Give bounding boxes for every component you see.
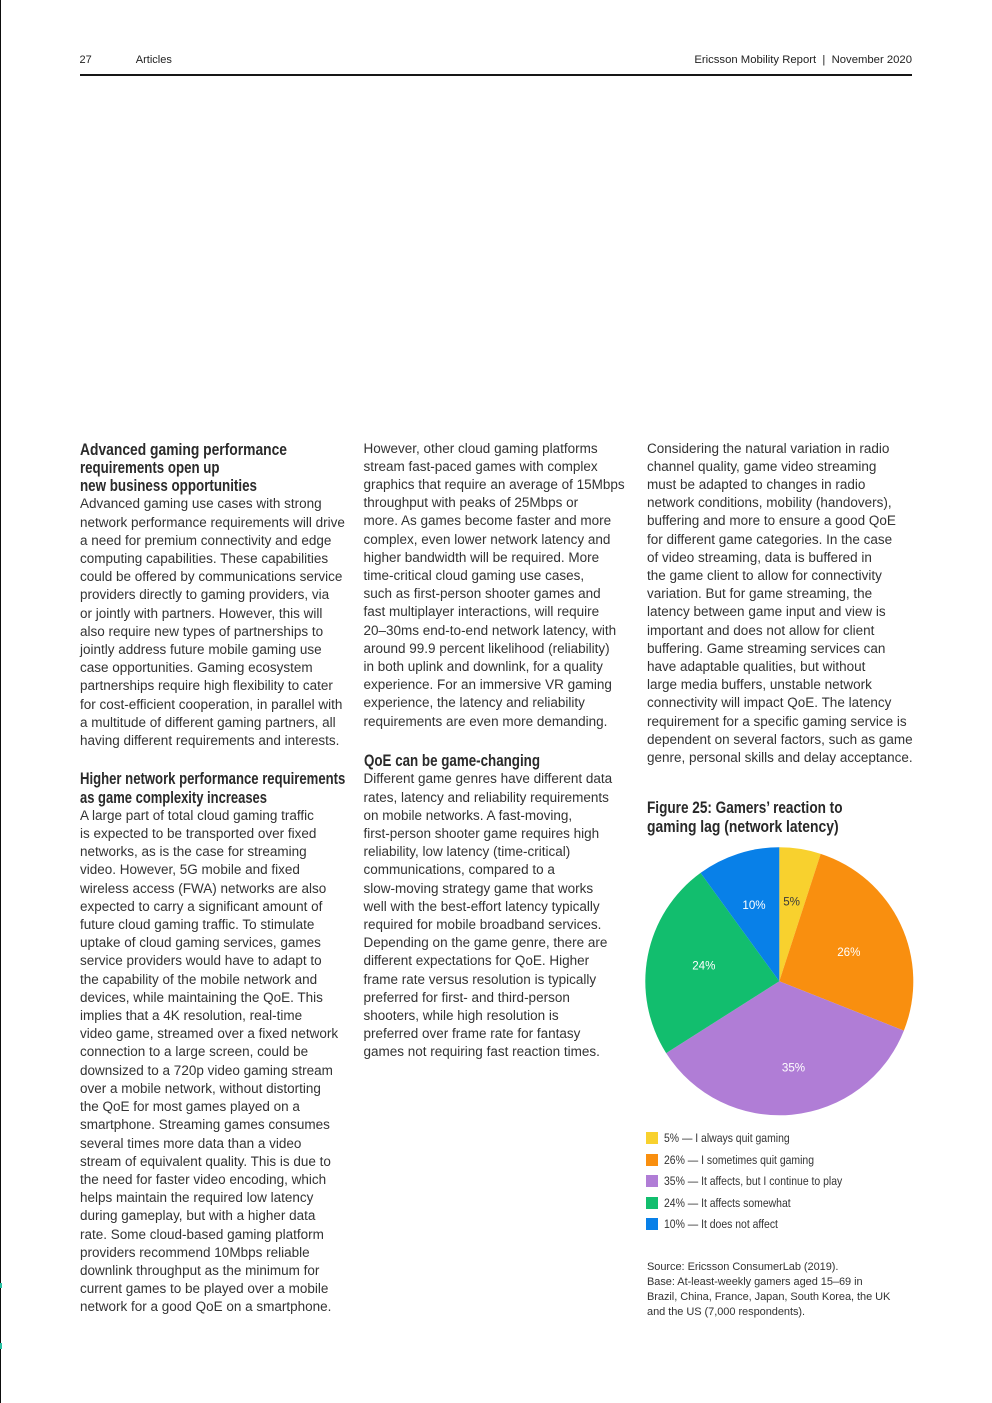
- svg-text:24%: 24%: [692, 959, 715, 972]
- svg-text:10%: 10%: [743, 899, 766, 912]
- svg-text:5%: 5%: [783, 895, 800, 908]
- svg-text:35%: 35%: [782, 1061, 805, 1074]
- svg-text:26%: 26%: [837, 946, 860, 959]
